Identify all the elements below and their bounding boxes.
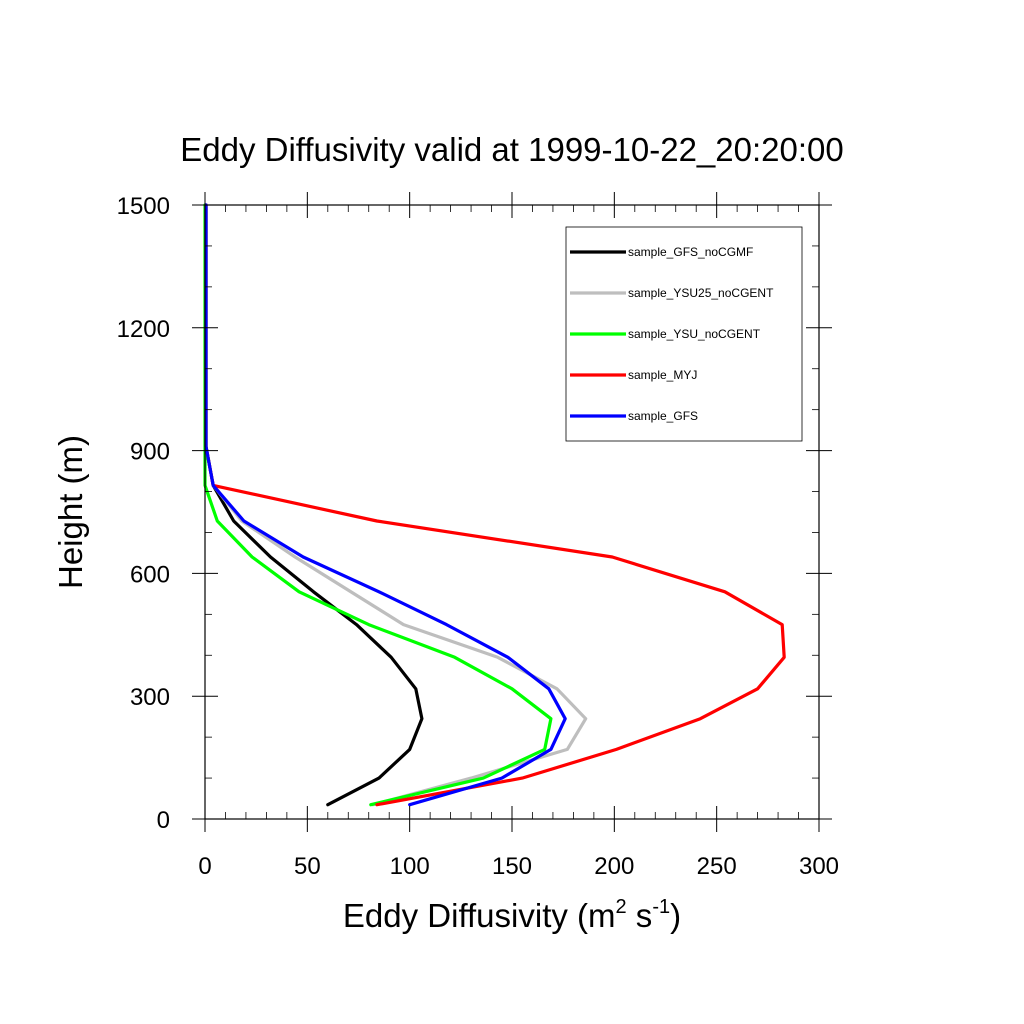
series-layer <box>203 203 786 807</box>
x-axis-label-sup2: -1 <box>652 896 670 918</box>
y-tick-label: 0 <box>157 807 170 834</box>
legend-label-3: sample_MYJ <box>628 368 697 382</box>
legend-label-1: sample_YSU25_noCGENT <box>628 286 774 300</box>
plot-frame <box>204 204 820 820</box>
x-tick-label: 300 <box>799 853 839 880</box>
chart-title: Eddy Diffusivity valid at 1999-10-22_20:… <box>180 131 843 168</box>
series-line-2 <box>203 203 553 807</box>
series-line-4 <box>204 203 567 807</box>
legend-entries: sample_GFS_noCGMF sample_YSU25_noCGENTsam… <box>570 245 774 423</box>
x-axis-label-end: ) <box>670 897 681 934</box>
legend-label-2: sample_YSU_noCGENT <box>628 327 761 341</box>
series-line-0 <box>204 203 424 807</box>
legend-label-0: sample_GFS_noCGMF <box>628 245 753 259</box>
x-tick-label: 150 <box>492 853 532 880</box>
x-axis-label-base: Eddy Diffusivity (m <box>343 897 616 934</box>
x-tick-label: 200 <box>594 853 634 880</box>
x-tick-label: 250 <box>697 853 737 880</box>
y-tick-label: 300 <box>130 684 170 711</box>
legend-label-4: sample_GFS <box>628 409 698 423</box>
y-tick-label: 1500 <box>117 193 170 220</box>
x-tick-label: 0 <box>198 853 211 880</box>
x-tick-label: 50 <box>294 853 321 880</box>
y-axis-label: Height (m) <box>52 435 89 589</box>
x-tick-label: 100 <box>390 853 430 880</box>
series-line-1 <box>204 203 588 807</box>
x-axis-label-sup1: 2 <box>616 896 627 918</box>
y-tick-label: 900 <box>130 439 170 466</box>
legend: sample_GFS_noCGMF sample_YSU25_noCGENTsam… <box>565 226 803 442</box>
ticks-layer: 0 50 100 150 200 250 300 0 300 600 900 1200 1500 <box>117 192 839 880</box>
x-axis-label-mid: s <box>627 897 653 934</box>
y-tick-label: 1200 <box>117 316 170 343</box>
y-tick-label: 600 <box>130 561 170 588</box>
x-axis-label: Eddy Diffusivity (m2 s-1) <box>343 896 681 934</box>
